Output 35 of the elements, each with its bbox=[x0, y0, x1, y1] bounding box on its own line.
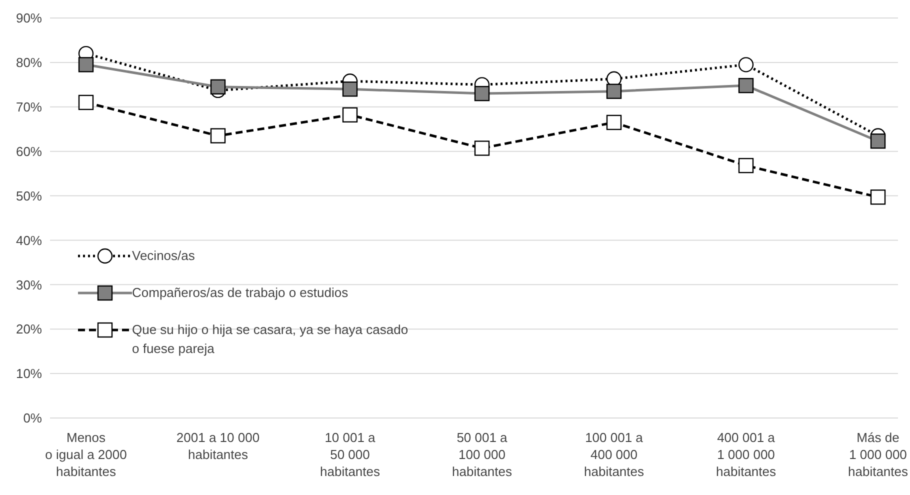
point bbox=[78, 94, 94, 110]
y-tick-label: 20% bbox=[16, 322, 42, 337]
point bbox=[78, 57, 94, 72]
x-tick-label: 2001 a 10 000 habitantes bbox=[176, 430, 260, 462]
point bbox=[870, 190, 886, 205]
y-tick-label: 0% bbox=[23, 410, 42, 426]
y-tick-label: 70% bbox=[16, 100, 42, 115]
point bbox=[474, 86, 490, 102]
x-tick-label: 50 001 a 100 000 habitantes bbox=[452, 430, 512, 479]
point bbox=[606, 114, 622, 130]
y-tick-label: 10% bbox=[16, 366, 42, 382]
point bbox=[342, 107, 358, 122]
x-tick-label: 400 001 a 1 000 000 habitantes bbox=[716, 430, 776, 479]
y-tick-label: 40% bbox=[16, 232, 42, 248]
y-tick-label: 90% bbox=[16, 10, 42, 26]
point bbox=[738, 158, 754, 174]
legend-label: Compañeros/as de trabajo o estudios bbox=[132, 284, 348, 302]
point bbox=[342, 82, 358, 97]
y-tick-label: 30% bbox=[16, 277, 42, 292]
x-tick-label: 100 001 a 400 000 habitantes bbox=[584, 430, 644, 479]
y-tick-label: 50% bbox=[16, 188, 42, 204]
x-tick-label: Menos o igual a 2000 habitantes bbox=[45, 430, 127, 479]
point bbox=[738, 57, 754, 72]
point bbox=[210, 79, 226, 94]
y-tick-label: 60% bbox=[16, 144, 42, 159]
x-tick-label: Más de 1 000 000 habitantes bbox=[848, 430, 908, 479]
legend-label: Que su hijo o hija se casara, ya se haya casado o fuese pareja bbox=[132, 321, 408, 358]
legend-label: Vecinos/as bbox=[132, 247, 195, 265]
y-tick-label: 80% bbox=[16, 55, 42, 70]
point bbox=[210, 128, 226, 144]
x-tick-label: 10 001 a 50 000 habitantes bbox=[320, 430, 380, 479]
point bbox=[474, 140, 490, 156]
point bbox=[870, 134, 886, 149]
point bbox=[606, 84, 622, 99]
point bbox=[738, 78, 754, 94]
